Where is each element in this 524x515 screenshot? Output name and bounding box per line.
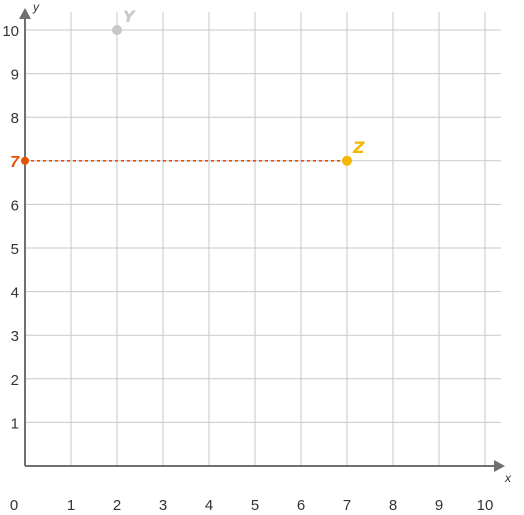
x-tick-label: 0 [10, 497, 18, 514]
y-axis-label: y [32, 0, 40, 14]
tick-labels: 0 1 2 3 4 5 6 7 8 9 10 1 2 3 4 5 6 7 8 9 10 [2, 23, 493, 514]
x-tick-label: 5 [251, 497, 259, 514]
x-tick-label: 8 [389, 497, 397, 514]
y-tick-label-highlighted: 7 [10, 154, 20, 171]
y-tick-label: 9 [11, 67, 19, 84]
x-tick-label: 2 [113, 497, 121, 514]
x-tick-label: 1 [67, 497, 75, 514]
projection [21, 156, 347, 165]
y-tick-label: 10 [2, 23, 19, 40]
y-tick-label: 6 [11, 197, 19, 214]
x-tick-label: 3 [159, 497, 167, 514]
x-tick-label: 7 [343, 497, 351, 514]
point-y [112, 25, 122, 35]
projection-point [21, 156, 29, 165]
point-z [342, 155, 352, 166]
y-tick-label: 8 [11, 110, 19, 127]
y-tick-label: 2 [11, 372, 19, 389]
x-tick-label: 9 [435, 497, 443, 514]
x-tick-label: 6 [297, 497, 305, 514]
x-tick-label: 4 [205, 497, 213, 514]
axes: x y [19, 0, 512, 485]
y-axis-arrow-icon [19, 8, 31, 19]
y-tick-label: 1 [11, 415, 19, 432]
x-axis-label: x [504, 471, 512, 485]
data-points: YZ [112, 7, 365, 166]
y-tick-label: 5 [11, 241, 19, 258]
x-tick-label: 10 [477, 497, 494, 514]
y-tick-label: 3 [11, 328, 19, 345]
grid [25, 12, 501, 466]
point-label-z: Z [352, 138, 365, 157]
y-tick-label: 4 [11, 285, 19, 302]
x-axis-arrow-icon [494, 460, 505, 472]
point-label-y: Y [123, 7, 136, 26]
